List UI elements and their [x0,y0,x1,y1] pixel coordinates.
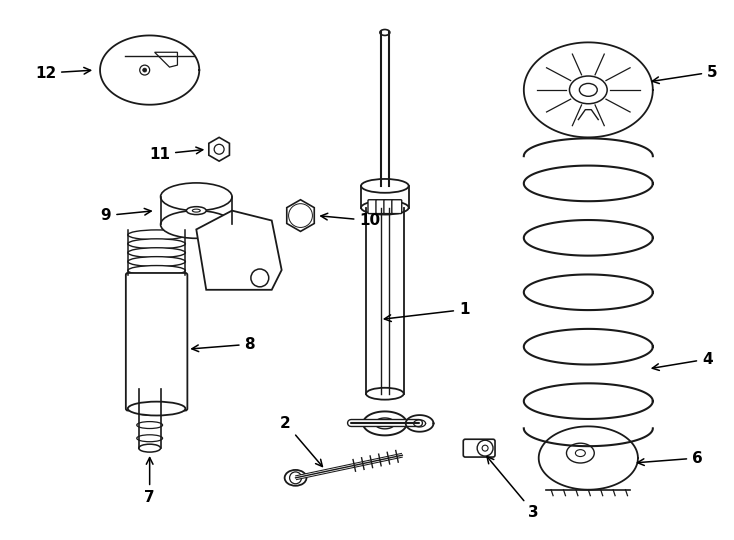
Circle shape [288,204,313,227]
Polygon shape [287,200,314,232]
Text: 8: 8 [192,337,255,352]
Polygon shape [196,211,282,290]
Ellipse shape [128,248,186,258]
Circle shape [290,472,302,484]
Ellipse shape [139,385,161,393]
Circle shape [477,440,493,456]
Text: 3: 3 [487,456,539,520]
Ellipse shape [161,183,232,211]
Ellipse shape [139,444,161,452]
Ellipse shape [128,230,186,240]
Ellipse shape [361,179,409,193]
Ellipse shape [570,76,607,104]
Circle shape [142,68,147,72]
Circle shape [482,445,488,451]
Ellipse shape [128,256,186,267]
FancyBboxPatch shape [392,200,401,214]
FancyBboxPatch shape [368,200,378,214]
Ellipse shape [128,266,186,275]
Ellipse shape [567,443,595,463]
Text: 7: 7 [145,457,155,505]
Text: 12: 12 [34,65,90,80]
Ellipse shape [137,422,162,429]
Text: 5: 5 [653,65,718,84]
Ellipse shape [380,30,390,36]
Ellipse shape [137,435,162,442]
Ellipse shape [128,402,186,415]
Ellipse shape [366,388,404,400]
FancyBboxPatch shape [126,273,187,410]
Ellipse shape [361,201,409,214]
Circle shape [294,208,308,222]
Text: 10: 10 [321,213,380,228]
Text: 6: 6 [637,450,703,465]
FancyBboxPatch shape [376,200,386,214]
Ellipse shape [137,408,162,415]
FancyBboxPatch shape [463,439,495,457]
Ellipse shape [161,211,232,238]
Ellipse shape [192,209,200,212]
Ellipse shape [186,207,206,214]
Circle shape [139,65,150,75]
Text: 4: 4 [653,352,713,370]
Ellipse shape [285,470,307,486]
Circle shape [147,385,153,391]
Circle shape [214,144,224,154]
FancyBboxPatch shape [384,200,394,214]
Polygon shape [155,52,178,67]
Text: 2: 2 [280,416,322,467]
Ellipse shape [579,84,597,96]
Polygon shape [208,137,230,161]
Ellipse shape [128,239,186,249]
Ellipse shape [137,395,162,402]
Text: 11: 11 [149,147,203,161]
Text: 1: 1 [385,302,470,321]
Ellipse shape [575,450,585,456]
Circle shape [251,269,269,287]
Text: 9: 9 [101,208,151,223]
